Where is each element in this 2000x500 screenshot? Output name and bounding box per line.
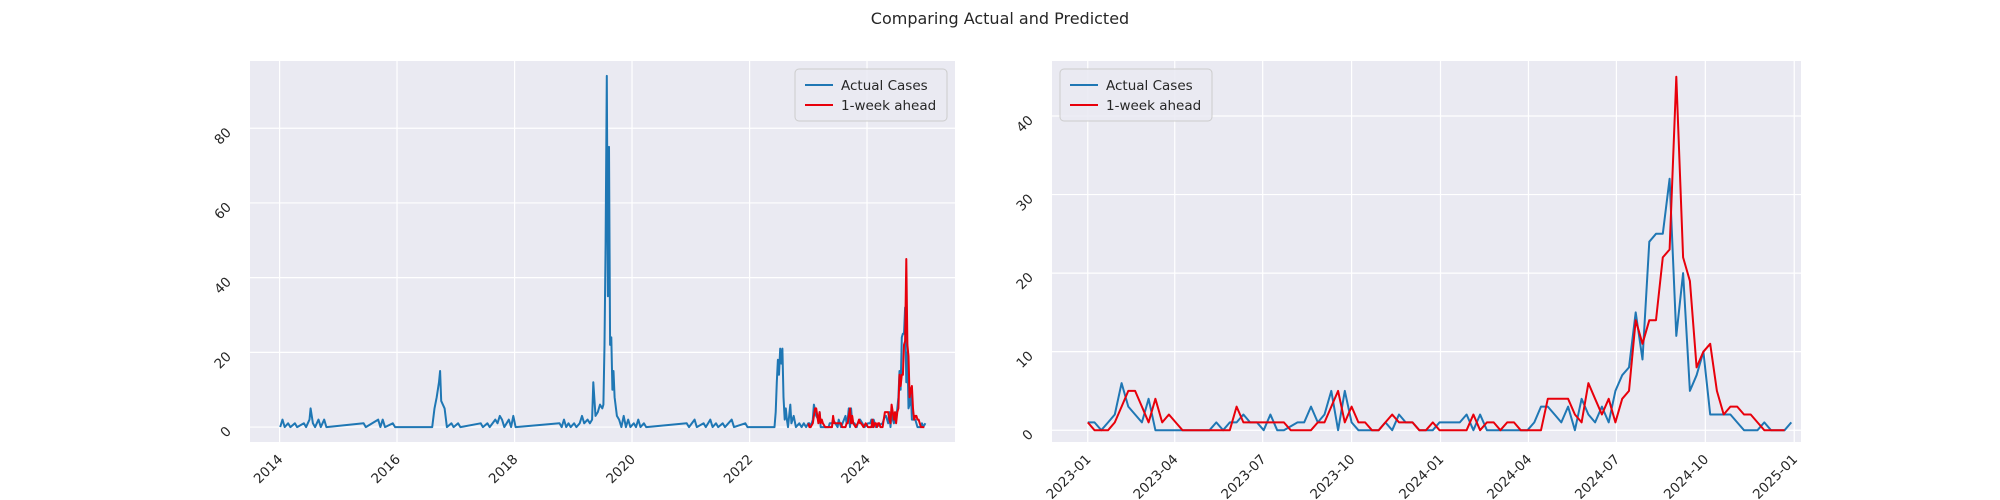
figure-title: Comparing Actual and Predicted <box>871 9 1129 28</box>
legend-label: Actual Cases <box>841 78 928 94</box>
legend-frame <box>794 68 948 122</box>
legend-label: 1-week ahead <box>1106 98 1201 114</box>
one-week-ahead-line <box>1087 75 1785 432</box>
legend: Actual Cases 1-week ahead <box>794 68 948 122</box>
legend-frame <box>1059 68 1213 122</box>
actual-cases-line <box>279 74 927 429</box>
one-week-ahead-line <box>807 258 925 429</box>
legend-label: Actual Cases <box>1106 78 1193 94</box>
plot-area <box>1052 61 1801 442</box>
legend-label: 1-week ahead <box>841 98 936 114</box>
legend: Actual Cases 1-week ahead <box>1059 68 1213 122</box>
plot-area <box>250 61 955 442</box>
